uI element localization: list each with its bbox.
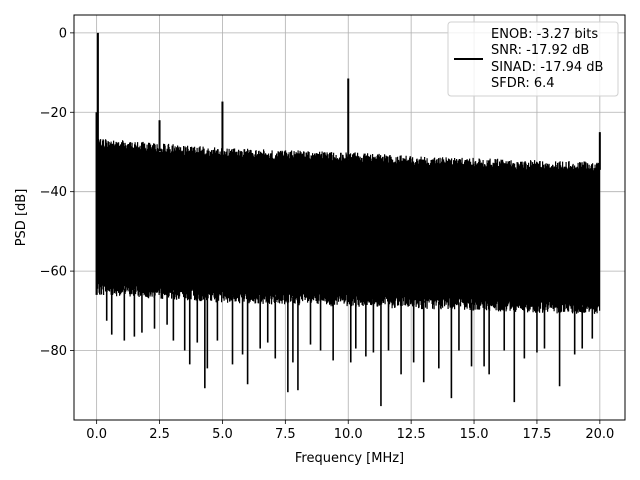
x-tick-label: 20.0 xyxy=(585,427,614,442)
legend: ENOB: -3.27 bits SNR: -17.92 dB SINAD: -… xyxy=(447,21,619,97)
axes-frame xyxy=(73,14,626,421)
legend-entry-enob: ENOB: -3.27 bits xyxy=(491,27,598,42)
x-tick-label: 2.5 xyxy=(149,427,170,442)
x-tick-label: 0.0 xyxy=(86,427,107,442)
x-tick-label: 12.5 xyxy=(397,427,426,442)
legend-entry-sinad: SINAD: -17.94 dB xyxy=(491,60,603,75)
y-tick-label: 0 xyxy=(59,26,67,41)
psd-noise-floor xyxy=(96,138,601,314)
x-tick-label: 15.0 xyxy=(460,427,489,442)
y-axis-label: PSD [dB] xyxy=(14,189,29,247)
x-tick-label: 7.5 xyxy=(275,427,296,442)
x-tick-label: 10.0 xyxy=(334,427,363,442)
y-tick-label: −20 xyxy=(40,106,67,121)
y-axis-ticks: 0 −20 −40 −60 −80 xyxy=(40,26,74,359)
x-axis-label: Frequency [MHz] xyxy=(295,451,404,466)
y-tick-label: −60 xyxy=(40,265,67,280)
x-tick-label: 17.5 xyxy=(522,427,551,442)
legend-entry-sfdr: SFDR: 6.4 xyxy=(491,76,555,91)
legend-box xyxy=(447,21,619,97)
legend-entry-snr: SNR: -17.92 dB xyxy=(491,43,589,58)
plot-area xyxy=(95,32,601,407)
x-tick-label: 5.0 xyxy=(212,427,233,442)
y-tick-label: −40 xyxy=(40,185,67,200)
y-tick-label: −80 xyxy=(40,344,67,359)
x-axis-ticks: 0.0 2.5 5.0 7.5 10.0 12.5 15.0 17.5 20.0 xyxy=(86,420,614,442)
